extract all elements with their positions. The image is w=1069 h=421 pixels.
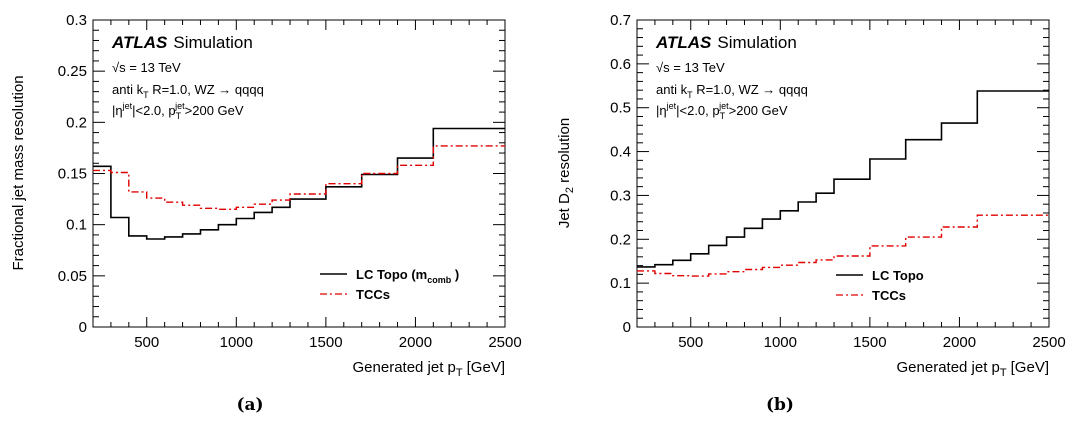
legend-label-tcc-b: TCCs xyxy=(872,288,906,303)
y-axis-label-a: Fractional jet mass resolution xyxy=(10,75,27,270)
y-tick-label-b: 0.4 xyxy=(610,144,631,161)
ticks-b: 500 1000 1500 2000 2500 0 0.1 0.2 0.3 0.4 0.5 0.6 0.… xyxy=(610,12,1066,351)
cuts-label-a: |ηjet|<2.0, pTjet>200 GeV xyxy=(112,101,244,121)
algo-label-b: anti kT R=1.0, WZ → qqqq xyxy=(656,82,808,100)
sqrts-label-b: √s = 13 TeV xyxy=(656,60,725,75)
x-tick-label-a: 1500 xyxy=(309,334,342,351)
panel-label-a: (a) xyxy=(236,395,263,415)
x-tick-label-b: 2000 xyxy=(943,334,976,351)
y-tick-label-a: 0.05 xyxy=(58,268,87,285)
y-tick-label-b: 0.1 xyxy=(610,275,631,292)
legend-label-lctopo-b: LC Topo xyxy=(872,268,924,283)
y-tick-label-b: 0.6 xyxy=(610,56,631,73)
y-tick-label-b: 0.5 xyxy=(610,100,631,117)
y-tick-label-b: 0.7 xyxy=(610,12,631,29)
atlas-label-a: ATLAS Simulation xyxy=(111,33,253,52)
x-tick-label-b: 2500 xyxy=(1032,334,1065,351)
atlas-label-b: ATLAS Simulation xyxy=(655,33,797,52)
x-tick-label-a: 2500 xyxy=(488,334,521,351)
series-a xyxy=(93,127,505,240)
x-tick-label-a: 1000 xyxy=(220,334,253,351)
series-line-lctopo-a xyxy=(93,127,505,240)
x-tick-label-b: 1500 xyxy=(853,334,886,351)
y-tick-label-b: 0.3 xyxy=(610,187,631,204)
series-line-tcc-b xyxy=(637,214,1049,277)
x-tick-label-b: 500 xyxy=(678,334,703,351)
panel-a: 500 1000 1500 2000 2500 0 0.05 0.1 0.15 0.2 0.25 0.… xyxy=(10,12,522,415)
ticks-a: 500 1000 1500 2000 2500 0 0.05 0.1 0.15 0.2 0.25 0.… xyxy=(58,12,522,351)
y-tick-label-a: 0.1 xyxy=(66,217,87,234)
y-tick-label-a: 0.3 xyxy=(66,12,87,29)
cuts-label-b: |ηjet|<2.0, pTjet>200 GeV xyxy=(656,101,788,121)
x-axis-label-b: Generated jet pT [GeV] xyxy=(897,359,1050,379)
x-axis-label-a: Generated jet pT [GeV] xyxy=(353,359,506,379)
y-tick-label-b: 0.2 xyxy=(610,231,631,248)
plot-frame-b xyxy=(636,19,1050,328)
panel-label-b: (b) xyxy=(766,395,794,415)
y-axis-label-b: Jet D2 resolution xyxy=(556,118,576,228)
legend-label-tcc-a: TCCs xyxy=(356,287,390,302)
y-tick-label-b: 0 xyxy=(623,319,631,336)
y-tick-label-a: 0 xyxy=(79,319,87,336)
x-tick-label-b: 1000 xyxy=(764,334,797,351)
series-line-lctopo-b xyxy=(637,90,1049,268)
y-tick-label-a: 0.25 xyxy=(58,63,87,80)
series-b xyxy=(637,90,1049,277)
sqrts-label-a: √s = 13 TeV xyxy=(112,60,181,75)
series-line-tcc-a xyxy=(93,145,505,210)
algo-label-a: anti kT R=1.0, WZ → qqqq xyxy=(112,82,264,100)
y-tick-label-a: 0.15 xyxy=(58,166,87,183)
legend-label-lctopo-a: LC Topo (mcomb ) xyxy=(356,267,459,285)
y-tick-label-a: 0.2 xyxy=(66,114,87,131)
panel-b: 500 1000 1500 2000 2500 0 0.1 0.2 0.3 0.4 0.5 0.6 0.… xyxy=(556,12,1066,415)
x-tick-label-a: 500 xyxy=(134,334,159,351)
x-tick-label-a: 2000 xyxy=(399,334,432,351)
